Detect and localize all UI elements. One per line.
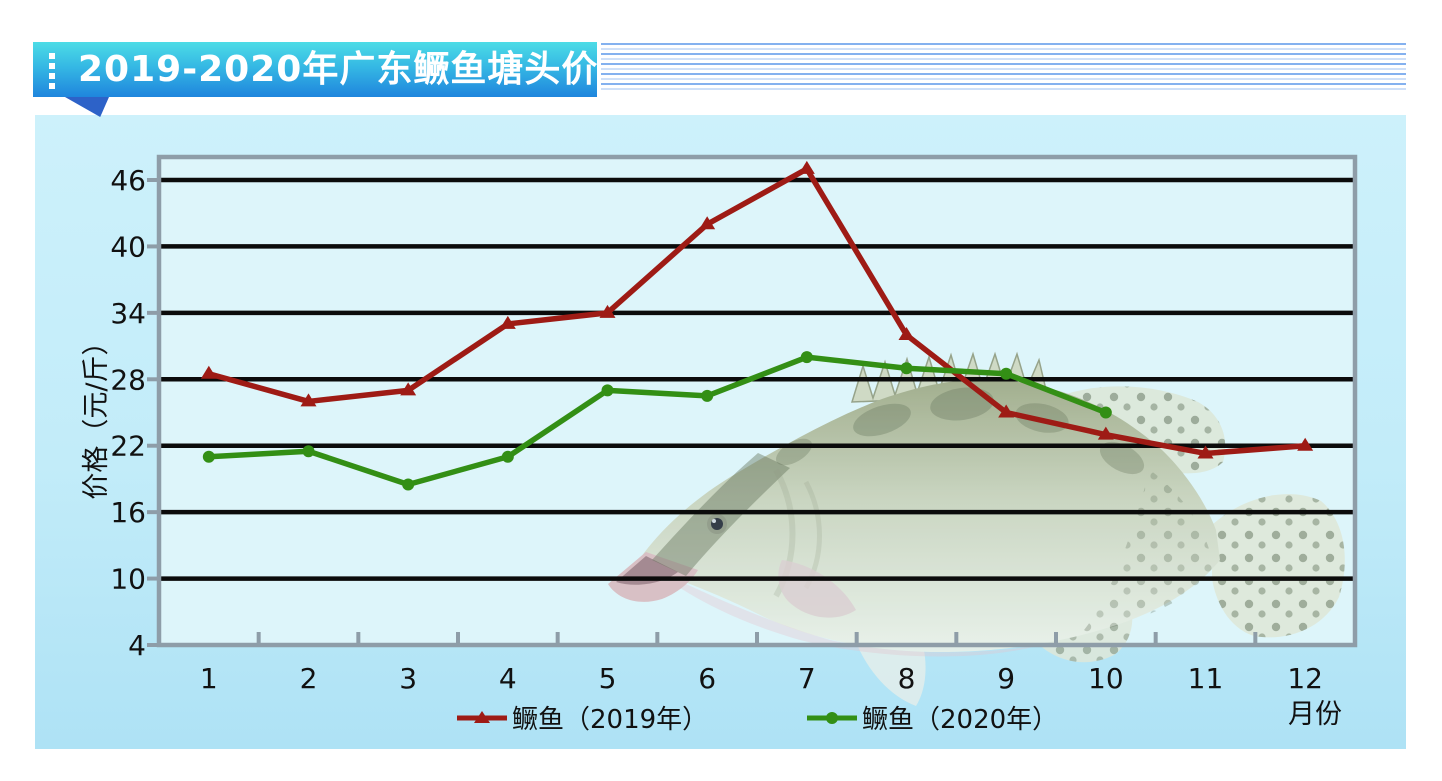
legend-item-2019: 鳜鱼（2019年） bbox=[456, 699, 708, 736]
y-axis-title: 价格（元/斤） bbox=[81, 328, 112, 500]
svg-text:46: 46 bbox=[110, 164, 146, 197]
svg-text:7: 7 bbox=[798, 662, 816, 695]
svg-text:4: 4 bbox=[499, 662, 517, 695]
data-series bbox=[200, 160, 1314, 491]
svg-text:22: 22 bbox=[110, 430, 146, 463]
legend-label-2020: 鳜鱼（2020年） bbox=[862, 705, 1059, 735]
legend-item-2020: 鳜鱼（2020年） bbox=[806, 699, 1058, 736]
legend-line-triangle-icon bbox=[457, 710, 507, 723]
legend-line-circle-icon bbox=[807, 711, 857, 724]
page-title: 2019-2020年广东鳜鱼塘头价 bbox=[78, 49, 599, 90]
svg-text:6: 6 bbox=[698, 662, 716, 695]
svg-text:16: 16 bbox=[110, 496, 146, 529]
svg-text:28: 28 bbox=[110, 363, 146, 396]
svg-text:11: 11 bbox=[1188, 662, 1224, 695]
svg-text:3: 3 bbox=[399, 662, 417, 695]
svg-text:9: 9 bbox=[997, 662, 1015, 695]
svg-text:12: 12 bbox=[1287, 662, 1323, 695]
svg-text:5: 5 bbox=[599, 662, 617, 695]
svg-text:10: 10 bbox=[1088, 662, 1124, 695]
axis-frame bbox=[147, 154, 1358, 648]
svg-text:40: 40 bbox=[110, 230, 146, 263]
x-axis-title: 月份 bbox=[1288, 699, 1342, 730]
legend-label-2019: 鳜鱼（2019年） bbox=[512, 705, 709, 735]
svg-text:2: 2 bbox=[300, 662, 318, 695]
svg-text:10: 10 bbox=[110, 563, 146, 596]
svg-text:34: 34 bbox=[110, 297, 146, 330]
svg-text:4: 4 bbox=[128, 629, 146, 662]
svg-text:8: 8 bbox=[898, 662, 916, 695]
decorative-pinstripes bbox=[601, 43, 1406, 90]
title-banner: 2019-2020年广东鳜鱼塘头价 bbox=[33, 42, 597, 97]
dashed-line-icon bbox=[49, 53, 55, 91]
svg-text:1: 1 bbox=[200, 662, 218, 695]
